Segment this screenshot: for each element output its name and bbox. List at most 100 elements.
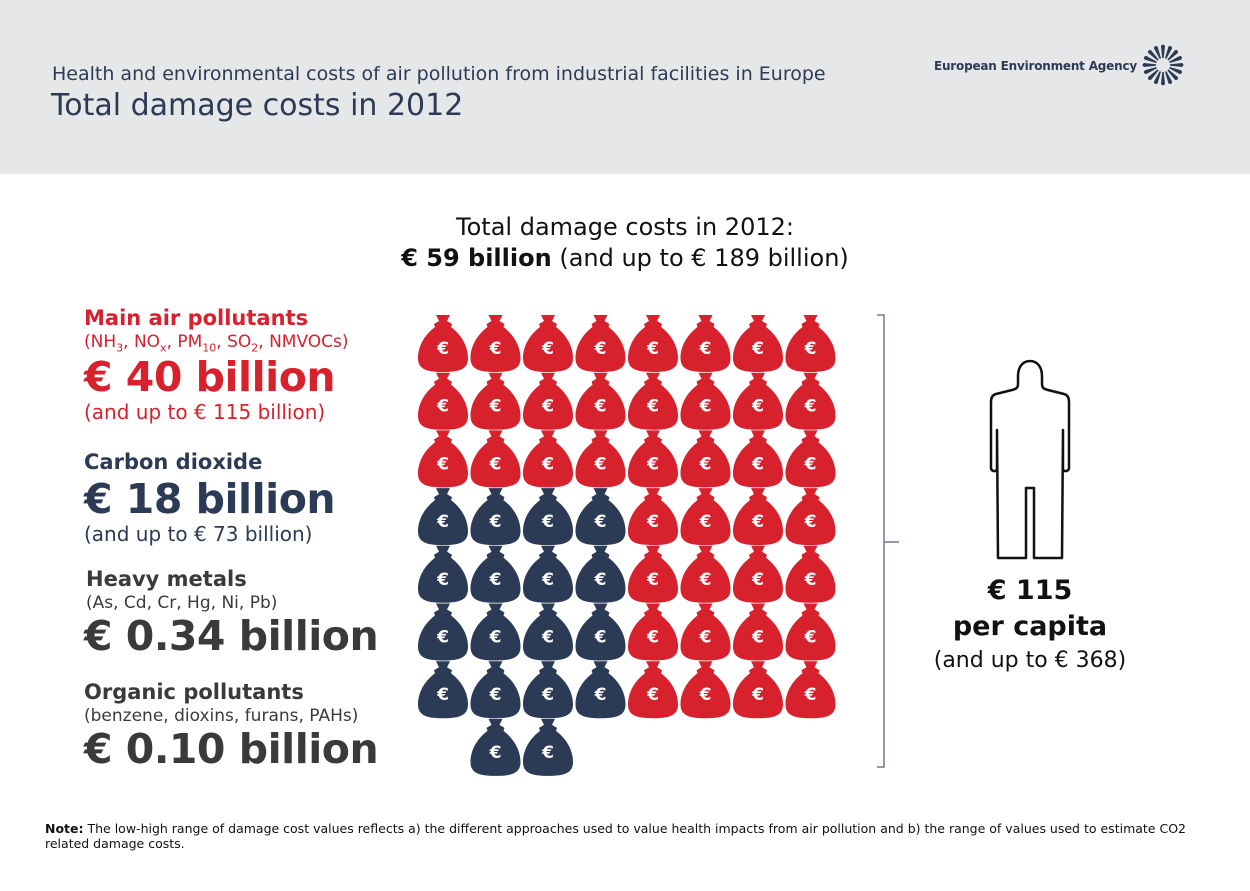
bag-carbon-dioxide: € bbox=[575, 545, 626, 603]
bag-main-pollutants: € bbox=[680, 430, 731, 488]
svg-text:€: € bbox=[594, 339, 607, 359]
bag-carbon-dioxide: € bbox=[470, 603, 521, 661]
svg-text:€: € bbox=[436, 685, 449, 705]
bag-carbon-dioxide: € bbox=[575, 488, 626, 546]
bag-carbon-dioxide: € bbox=[418, 545, 468, 603]
total-value-line: € 59 billion (and up to € 189 billion) bbox=[300, 243, 950, 274]
bag-carbon-dioxide: € bbox=[418, 661, 468, 719]
bag-carbon-dioxide: € bbox=[418, 488, 468, 546]
bag-main-pollutants: € bbox=[680, 603, 731, 661]
svg-text:€: € bbox=[594, 570, 607, 590]
per-capita-label: per capita bbox=[952, 611, 1108, 642]
bag-main-pollutants: € bbox=[680, 488, 731, 546]
substance-text: , PM bbox=[166, 332, 203, 352]
svg-text:€: € bbox=[646, 454, 659, 474]
bag-main-pollutants: € bbox=[785, 603, 836, 661]
svg-text:€: € bbox=[489, 743, 502, 763]
bag-main-pollutants: € bbox=[785, 372, 836, 430]
legend-organic-value: € 0.10 billion bbox=[84, 725, 379, 773]
bag-carbon-dioxide: € bbox=[470, 488, 521, 546]
svg-text:€: € bbox=[489, 628, 502, 648]
bag-main-pollutants: € bbox=[575, 430, 626, 488]
per-capita-summary: € 115 per capita (and up to € 368) bbox=[900, 573, 1160, 677]
bag-main-pollutants: € bbox=[680, 661, 731, 719]
svg-text:€: € bbox=[594, 512, 607, 532]
bag-main-pollutants: € bbox=[523, 372, 573, 430]
svg-text:€: € bbox=[436, 397, 449, 417]
svg-text:€: € bbox=[699, 397, 712, 417]
svg-text:€: € bbox=[436, 628, 449, 648]
bag-main-pollutants: € bbox=[733, 315, 783, 372]
total-summary: Total damage costs in 2012: € 59 billion… bbox=[300, 212, 950, 274]
footnote: Note: The low-high range of damage cost … bbox=[45, 821, 1215, 851]
bag-main-pollutants: € bbox=[628, 603, 678, 661]
svg-text:€: € bbox=[751, 685, 764, 705]
bag-main-pollutants: € bbox=[575, 372, 626, 430]
bag-main-pollutants: € bbox=[470, 430, 521, 488]
substance-subscript: 3 bbox=[116, 341, 124, 355]
svg-text:€: € bbox=[699, 339, 712, 359]
substance-subscript: x bbox=[160, 341, 167, 355]
bag-main-pollutants: € bbox=[628, 488, 678, 546]
footnote-text: The low-high range of damage cost values… bbox=[45, 821, 1186, 851]
bag-main-pollutants: € bbox=[785, 661, 836, 719]
bag-main-pollutants: € bbox=[628, 661, 678, 719]
eea-logo-icon bbox=[1142, 44, 1184, 86]
svg-text:€: € bbox=[804, 397, 817, 417]
bag-main-pollutants: € bbox=[470, 372, 521, 430]
svg-text:€: € bbox=[541, 570, 554, 590]
svg-text:€: € bbox=[646, 685, 659, 705]
bag-main-pollutants: € bbox=[680, 315, 731, 372]
legend-co2-range: (and up to € 73 billion) bbox=[84, 522, 313, 546]
svg-text:€: € bbox=[594, 397, 607, 417]
per-capita-value: € 115 bbox=[987, 575, 1073, 606]
substance-text: , SO bbox=[216, 332, 252, 352]
legend-organic-heading: Organic pollutants bbox=[84, 680, 304, 704]
svg-text:€: € bbox=[541, 397, 554, 417]
bag-main-pollutants: € bbox=[575, 315, 626, 372]
legend-organic-pollutants: Organic pollutants (benzene, dioxins, fu… bbox=[84, 680, 379, 773]
svg-text:€: € bbox=[594, 454, 607, 474]
svg-text:€: € bbox=[436, 512, 449, 532]
svg-text:€: € bbox=[646, 339, 659, 359]
legend-main-heading: Main air pollutants bbox=[84, 306, 309, 330]
bag-main-pollutants: € bbox=[733, 488, 783, 546]
page-subtitle: Health and environmental costs of air po… bbox=[52, 63, 826, 85]
bag-main-pollutants: € bbox=[733, 430, 783, 488]
bag-carbon-dioxide: € bbox=[470, 545, 521, 603]
svg-text:€: € bbox=[436, 339, 449, 359]
svg-text:€: € bbox=[489, 339, 502, 359]
svg-text:€: € bbox=[646, 397, 659, 417]
svg-text:€: € bbox=[751, 512, 764, 532]
agency-name: European Environment Agency bbox=[933, 59, 1137, 73]
person-silhouette-icon bbox=[989, 359, 1071, 560]
svg-text:€: € bbox=[489, 454, 502, 474]
svg-text:€: € bbox=[751, 570, 764, 590]
legend-heavy-metals: Heavy metals (As, Cd, Cr, Hg, Ni, Pb) € … bbox=[84, 567, 379, 660]
bag-main-pollutants: € bbox=[523, 430, 573, 488]
header-band: Health and environmental costs of air po… bbox=[0, 0, 1250, 174]
svg-text:€: € bbox=[751, 397, 764, 417]
svg-text:€: € bbox=[804, 685, 817, 705]
svg-text:€: € bbox=[699, 685, 712, 705]
bag-main-pollutants: € bbox=[785, 315, 836, 372]
bag-carbon-dioxide: € bbox=[470, 718, 521, 776]
bag-main-pollutants: € bbox=[733, 372, 783, 430]
bag-main-pollutants: € bbox=[785, 545, 836, 603]
substance-subscript: 10 bbox=[202, 341, 217, 355]
svg-text:€: € bbox=[489, 570, 502, 590]
bag-main-pollutants: € bbox=[418, 430, 468, 488]
bag-main-pollutants: € bbox=[470, 315, 521, 372]
svg-text:€: € bbox=[489, 397, 502, 417]
svg-text:€: € bbox=[699, 628, 712, 648]
legend-organic-substances: (benzene, dioxins, furans, PAHs) bbox=[84, 706, 359, 726]
legend-carbon-dioxide: Carbon dioxide € 18 billion (and up to €… bbox=[84, 450, 336, 546]
svg-text:€: € bbox=[751, 454, 764, 474]
svg-text:€: € bbox=[436, 454, 449, 474]
legend-co2-heading: Carbon dioxide bbox=[84, 450, 263, 474]
legend-metals-value: € 0.34 billion bbox=[84, 612, 379, 660]
bag-carbon-dioxide: € bbox=[523, 545, 573, 603]
svg-text:€: € bbox=[751, 628, 764, 648]
legend-main-pollutants: Main air pollutants (NH3, NOx, PM10, SO2… bbox=[84, 306, 349, 424]
